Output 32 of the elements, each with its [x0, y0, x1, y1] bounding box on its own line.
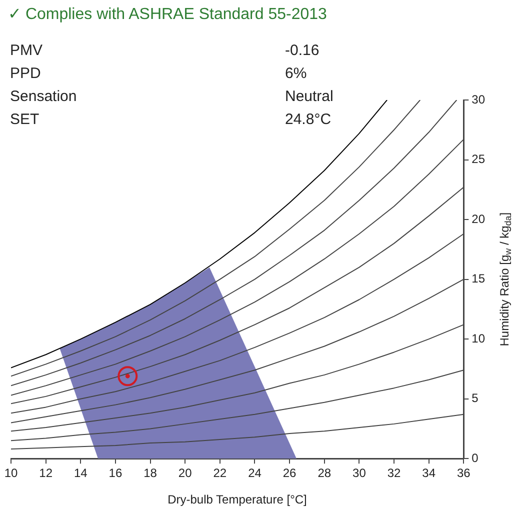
text: PPD: [10, 65, 42, 82]
x-tick-label: 28: [318, 466, 332, 480]
annotation: SET: [10, 111, 40, 128]
x-tick-label: 36: [456, 466, 471, 480]
x-tick-label: 14: [74, 466, 88, 480]
text: -0.16: [285, 42, 320, 59]
x-tick-label: 22: [213, 466, 227, 480]
annotation: 24.8°C: [285, 111, 332, 128]
x-tick-label: 10: [4, 466, 18, 480]
y-tick-label: 5: [472, 391, 479, 406]
y-tick-label: 10: [472, 331, 486, 346]
x-tick-label: 12: [39, 466, 53, 480]
annotation: Sensation: [10, 88, 78, 105]
text: PMV: [10, 42, 44, 59]
chart-title: ✓ Complies with ASHRAE Standard 55-2013: [8, 5, 327, 24]
x-tick-label: 34: [422, 466, 436, 480]
y-tick-label: 20: [472, 212, 486, 226]
x-tick-label: 32: [387, 466, 402, 480]
annotation: Neutral: [285, 88, 334, 105]
y-axis-title: Humidity Ratio [gw / kgda]: [497, 212, 514, 346]
y-tick-label: 25: [472, 152, 486, 166]
y-tick-label: 15: [472, 272, 486, 286]
y-tick-label: 30: [472, 92, 486, 106]
x-tick-label: 26: [282, 466, 297, 480]
x-tick-label: 30: [352, 466, 366, 480]
x-tick-label: 20: [178, 466, 192, 480]
x-tick-label: 24: [248, 466, 262, 480]
x-axis-title: Dry-bulb Temperature [°C]: [168, 492, 307, 506]
x-tick-label: 16: [108, 466, 122, 480]
x-tick-label: 18: [144, 466, 158, 480]
text: 6%: [285, 65, 308, 82]
y-tick-label: 0: [472, 450, 479, 465]
